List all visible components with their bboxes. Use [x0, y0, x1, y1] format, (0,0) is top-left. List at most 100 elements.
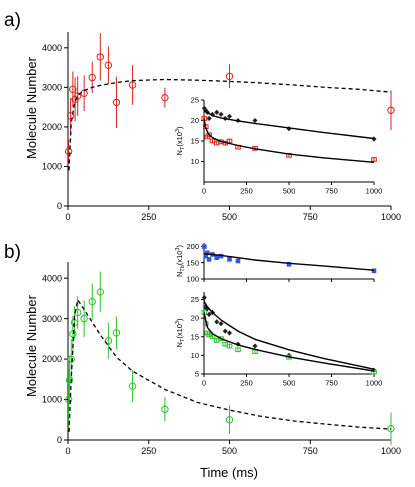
chart-a-inset-data-point: [206, 115, 212, 121]
chart-b-inset-bottom-y-tick-label: 10: [191, 351, 199, 360]
chart-b-inset-top-y-tick-label: 100: [186, 275, 199, 284]
chart-b-main-data-point: [67, 355, 75, 363]
chart-a-main-data-point: [128, 81, 137, 89]
chart-b-main-data-point: [161, 405, 169, 413]
chart-a-main-y-tick-label: 3000: [42, 83, 62, 93]
chart-b-main-y-tick-label: 4000: [42, 273, 62, 283]
chart-b-inset-bottom-x-tick-label: 250: [240, 379, 253, 388]
chart-a-main-data-point: [96, 53, 105, 61]
chart-b-inset-bottom-data-point: [226, 330, 233, 336]
chart-a-inset-data-point: [201, 105, 207, 111]
chart-b-main-data-point: [387, 424, 395, 433]
panel-a-ylabel: Molecule Number: [24, 56, 39, 159]
chart-a-main-data-point: [225, 72, 234, 80]
chart-b-main-data-point: [80, 314, 88, 323]
chart-b-inset-top-data-point: [235, 258, 241, 264]
chart-b-inset-bottom-data-point: [222, 328, 228, 334]
chart-b-inset-bottom-x-tick-label: 0: [202, 379, 206, 388]
chart-b-inset-bottom-data-point: [201, 295, 207, 301]
chart-b-inset-bottom-data-point: [218, 336, 224, 341]
chart-a-inset-y-tick-label: 25: [191, 96, 199, 105]
chart-a-inset-y-tick-label: 20: [191, 116, 199, 125]
chart-b-inset-bottom: 0 250 500 750 1000 5 10 15 20 25 NT(x103): [175, 292, 382, 388]
chart-b-inset-top-y-tick-label: 200: [186, 242, 199, 251]
chart-b-main-fit-line-1: [68, 298, 392, 432]
chart-a-main-x-tick-label: 0: [65, 212, 70, 222]
chart-a-inset-fit-line-3: [203, 118, 375, 163]
chart-b-main-x-tick-label: 0: [65, 446, 70, 456]
chart-b-inset-bottom-data-point: [218, 321, 224, 327]
chart-b-inset-bottom-fit-line-2: [203, 300, 375, 370]
chart-a-inset-data-point: [371, 136, 377, 142]
chart-b-main-data-point: [88, 297, 96, 306]
chart-a-inset-data-point: [371, 157, 377, 162]
chart-a-inset-data-point: [218, 111, 224, 117]
chart-a-main-data-point: [88, 73, 96, 82]
chart-a-main-data-point: [112, 98, 121, 107]
chart-b-main-data-point: [104, 337, 113, 345]
chart-a-main-x-tick-label: 500: [222, 212, 237, 222]
panel-b-xlabel: Time (ms): [200, 465, 258, 480]
chart-a-inset-data-point: [214, 109, 220, 115]
chart-a-main-data-point: [387, 106, 395, 115]
chart-b-inset-bottom-y-tick-label: 25: [191, 295, 199, 304]
chart-a-main-data-point: [161, 93, 169, 102]
chart-a-main-data-point: [66, 112, 75, 120]
chart-b-inset-top-data-point: [371, 268, 377, 274]
panel-a-label: a): [4, 10, 21, 31]
chart-a-main-fit-line-1: [68, 78, 392, 171]
chart-b-main-x-tick-label: 500: [222, 446, 237, 456]
chart-b-inset-top-data-point: [203, 253, 208, 259]
chart-b-inset-top-data-point: [227, 257, 232, 262]
chart-b-inset-top-ylabel: NTb(x103): [175, 245, 186, 278]
panel-b-ylabel: Molecule Number: [24, 294, 39, 397]
chart-b-inset-bottom-data-point: [252, 343, 258, 349]
chart-b-inset-bottom-ylabel: NT(x103): [175, 318, 186, 347]
chart-b-main-data-point: [112, 329, 121, 337]
chart-a-inset-x-tick-label: 0: [202, 187, 206, 196]
chart-b-inset-top-fit-line-1: [203, 253, 375, 271]
chart-b-inset-top-data-point: [214, 255, 220, 261]
chart-a-inset-x-tick-label: 250: [240, 187, 253, 196]
chart-a-main-y-tick-label: 2000: [42, 122, 62, 132]
chart-b-main-x-tick-label: 250: [141, 446, 156, 456]
chart-a-main-data-point: [64, 147, 73, 156]
chart-a-inset-ylabel: NT(x103): [175, 126, 186, 155]
chart-a-inset-y-tick-label: 10: [191, 157, 199, 166]
chart-a-inset-data-point: [252, 117, 258, 124]
chart-b-inset-top-data-point: [202, 244, 207, 249]
chart-a-main-data-point: [73, 92, 82, 100]
chart-a-inset-x-tick-label: 1000: [366, 187, 383, 196]
chart-b-inset-top-data-point: [206, 257, 212, 262]
chart-a-main-data-point: [104, 61, 113, 69]
chart-a-inset: 0 250 500 750 1000 10 15 20 25 NT(x103): [175, 96, 382, 196]
chart-b-main-y-tick-label: 3000: [42, 314, 62, 324]
chart-b-main-data-point: [128, 382, 137, 390]
chart-b-inset-top-data-point: [286, 261, 292, 267]
panel-b-label: b): [4, 242, 21, 263]
chart-a-inset-y-tick-label: 15: [191, 137, 199, 146]
chart-b-main-data-point: [225, 416, 234, 424]
chart-b-main-x-tick-label: 1000: [381, 446, 401, 456]
chart-b-inset-bottom-y-tick-label: 5: [195, 370, 199, 379]
chart-a-inset-fit-line-2: [203, 109, 375, 140]
chart-b-main-x-tick-label: 750: [303, 446, 318, 456]
chart-b-inset-bottom-data-point: [206, 311, 212, 317]
chart-a-inset-data-point: [206, 132, 212, 138]
chart-b-main-data-point: [65, 376, 74, 384]
chart-b-inset-bottom-data-point: [209, 334, 216, 340]
chart-b-inset-bottom-data-point: [214, 319, 220, 325]
chart-b-inset-bottom-data-point: [235, 347, 241, 353]
chart-b-main-y-tick-label: 2000: [42, 354, 62, 364]
chart-a-inset-x-tick-label: 500: [283, 187, 296, 196]
chart-a-inset-data-point: [286, 126, 292, 132]
chart-b-inset-bottom-x-tick-label: 500: [283, 379, 296, 388]
chart-a-main-x-tick-label: 1000: [381, 212, 401, 222]
chart-b-inset-top-y-tick-label: 150: [186, 258, 199, 267]
chart-b-inset-bottom-fit-line-3: [203, 312, 375, 372]
chart-a-main-x-tick-label: 250: [141, 212, 156, 222]
chart-b-inset-bottom-data-point: [226, 343, 233, 349]
chart-a-main-data-point: [69, 85, 77, 94]
